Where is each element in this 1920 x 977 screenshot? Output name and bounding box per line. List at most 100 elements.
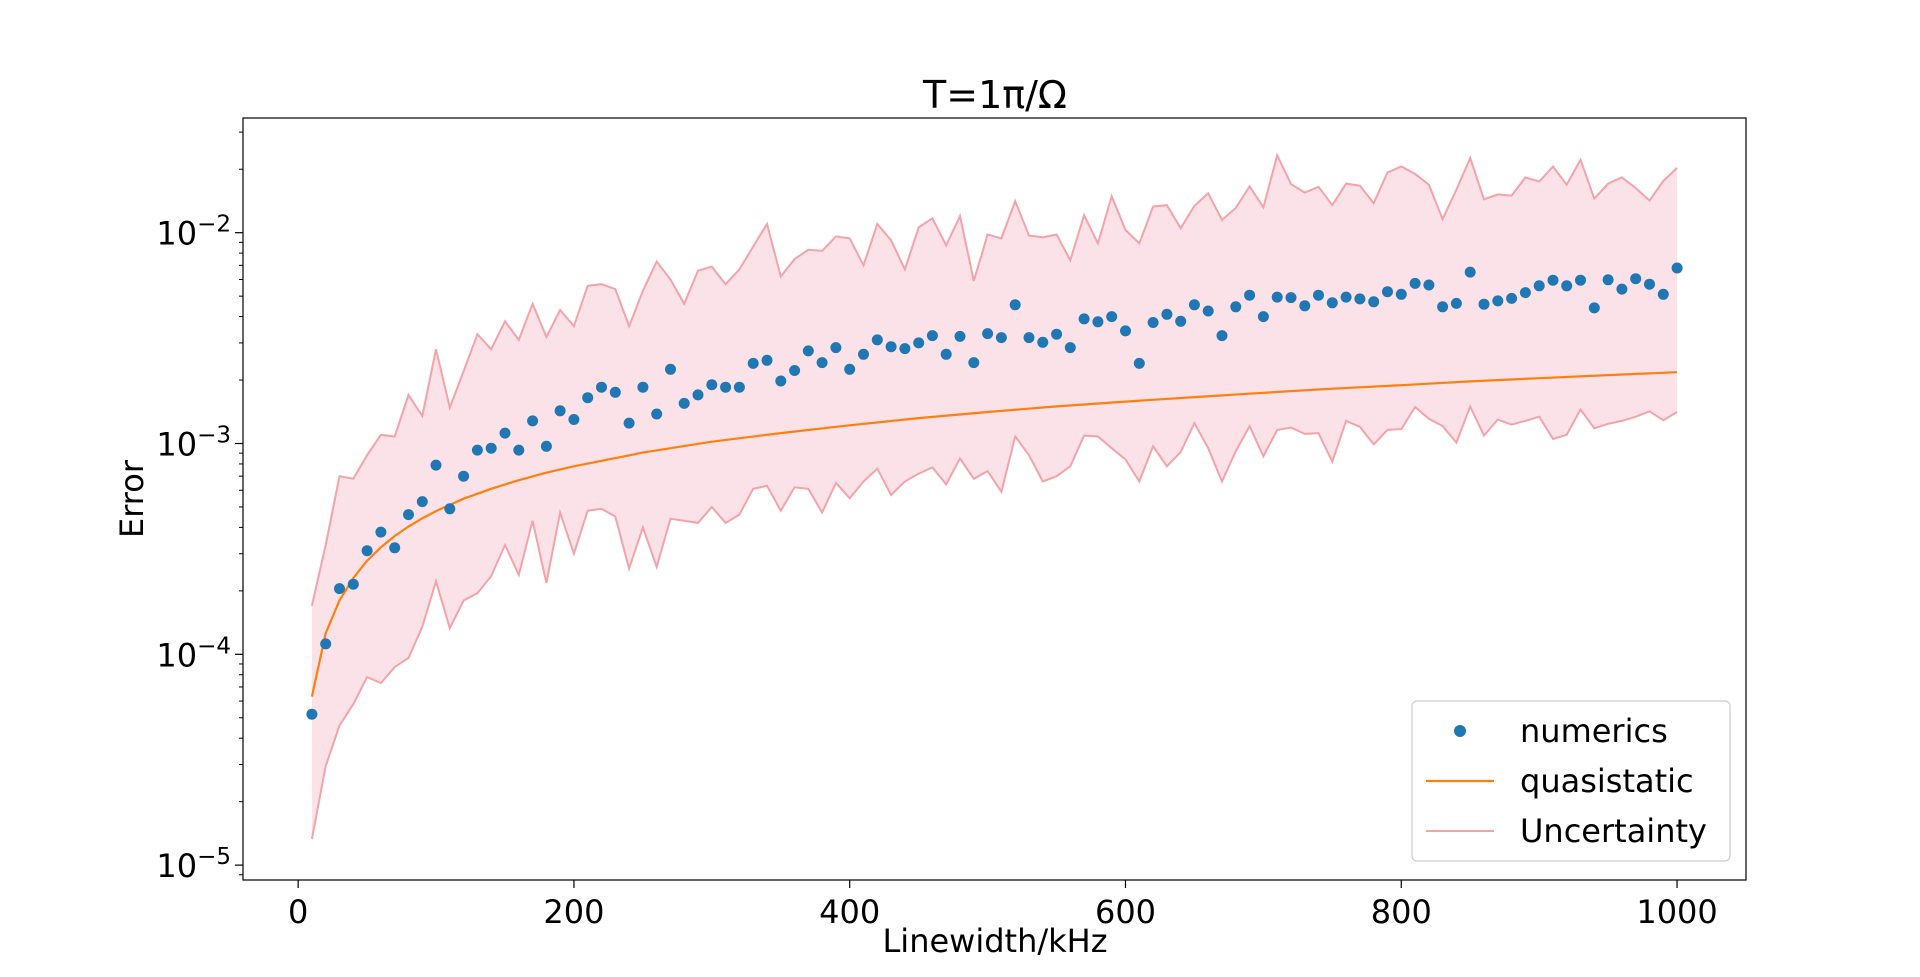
x-tick-label: 0 [288, 893, 308, 931]
numerics-point [692, 389, 704, 401]
y-tick-label-base: 10 [156, 636, 197, 674]
numerics-point [761, 354, 773, 366]
x-tick-label: 400 [819, 893, 880, 931]
y-tick-label-exponent: −2 [197, 212, 231, 238]
numerics-point [1671, 262, 1683, 274]
numerics-point [1188, 299, 1200, 311]
numerics-point [527, 415, 539, 427]
numerics-point [403, 509, 414, 521]
numerics-point [954, 330, 966, 342]
numerics-point [899, 343, 911, 355]
numerics-point [651, 408, 663, 420]
numerics-point [1616, 283, 1628, 295]
numerics-point [471, 444, 483, 456]
numerics-point [1120, 325, 1131, 337]
numerics-point [913, 337, 925, 349]
numerics-point [320, 638, 332, 650]
numerics-point [1133, 357, 1145, 369]
numerics-point [1657, 288, 1669, 300]
numerics-point [540, 440, 552, 452]
numerics-point [816, 357, 828, 369]
numerics-point [513, 444, 525, 456]
x-axis: 0 200 400 600 800 1000 [288, 880, 1718, 931]
numerics-point [1561, 280, 1573, 292]
numerics-point [1037, 336, 1049, 348]
y-axis: 10−510−410−310−2 [156, 131, 243, 885]
numerics-point [871, 334, 883, 346]
numerics-point [1575, 274, 1586, 286]
numerics-point [1326, 297, 1338, 309]
numerics-point [458, 470, 470, 482]
y-tick-label-exponent: −5 [197, 844, 231, 870]
numerics-point [747, 357, 759, 369]
numerics-point [1299, 300, 1311, 312]
numerics-point [582, 392, 594, 404]
numerics-point [1395, 288, 1407, 300]
x-tick-label: 1000 [1636, 893, 1717, 931]
plot-frame [242, 117, 1747, 881]
numerics-point [347, 578, 359, 590]
numerics-point [375, 526, 387, 538]
numerics-point [1409, 277, 1421, 289]
numerics-point [844, 363, 856, 375]
numerics-point [1313, 289, 1324, 301]
numerics-point [1533, 280, 1545, 292]
numerics-point [1064, 342, 1076, 354]
numerics-point [361, 545, 373, 557]
numerics-point [1423, 279, 1435, 291]
numerics-point [1354, 293, 1366, 305]
uncertainty-band [311, 155, 1678, 840]
y-tick-label-base: 10 [156, 426, 197, 464]
numerics-point [982, 328, 994, 340]
numerics-point [444, 503, 456, 515]
y-tick-label: 10−5 [156, 844, 231, 885]
numerics-point [1464, 266, 1476, 278]
numerics-point [1382, 286, 1393, 298]
numerics-point [1106, 311, 1118, 323]
numerics-point [1492, 295, 1504, 307]
numerics-point [389, 542, 401, 554]
numerics-point [1009, 299, 1021, 311]
x-tick-label: 600 [1095, 893, 1156, 931]
y-tick-label-base: 10 [156, 847, 197, 885]
numerics-point [637, 381, 649, 393]
numerics-point [830, 342, 842, 354]
numerics-point [1340, 291, 1352, 303]
numerics-point [1547, 274, 1559, 286]
numerics-point [885, 341, 897, 353]
numerics-point [1588, 302, 1600, 314]
numerics-point [1519, 287, 1531, 299]
legend-numerics-marker [1454, 725, 1466, 737]
numerics-point [1161, 308, 1173, 320]
y-axis-label: Error [113, 459, 151, 538]
numerics-point [334, 583, 345, 595]
y-tick-label: 10−4 [156, 633, 231, 674]
numerics-point [623, 417, 635, 429]
x-tick-label: 800 [1371, 893, 1432, 931]
numerics-point [416, 496, 428, 508]
numerics-point [995, 332, 1007, 344]
numerics-point [568, 414, 580, 425]
plot-area [306, 152, 1683, 840]
numerics-point [1092, 316, 1104, 328]
numerics-point [554, 405, 566, 417]
y-tick-label-exponent: −3 [197, 423, 231, 449]
legend-numerics-label: numerics [1520, 712, 1668, 750]
numerics-point [1271, 291, 1283, 303]
numerics-point [1078, 313, 1090, 325]
numerics-point [1644, 278, 1655, 290]
numerics-point [1147, 317, 1159, 328]
numerics-point [1630, 273, 1642, 285]
numerics-point [1202, 305, 1214, 317]
numerics-point [775, 375, 787, 387]
numerics-point [802, 345, 814, 357]
numerics-point [720, 381, 732, 393]
legend-uncertainty-label: Uncertainty [1520, 812, 1707, 850]
numerics-point [596, 381, 607, 393]
numerics-point [789, 365, 801, 376]
x-tick-label: 200 [543, 893, 604, 931]
numerics-point [926, 330, 938, 342]
numerics-point [1602, 274, 1614, 286]
numerics-point [858, 348, 869, 360]
numerics-point [1244, 289, 1256, 301]
